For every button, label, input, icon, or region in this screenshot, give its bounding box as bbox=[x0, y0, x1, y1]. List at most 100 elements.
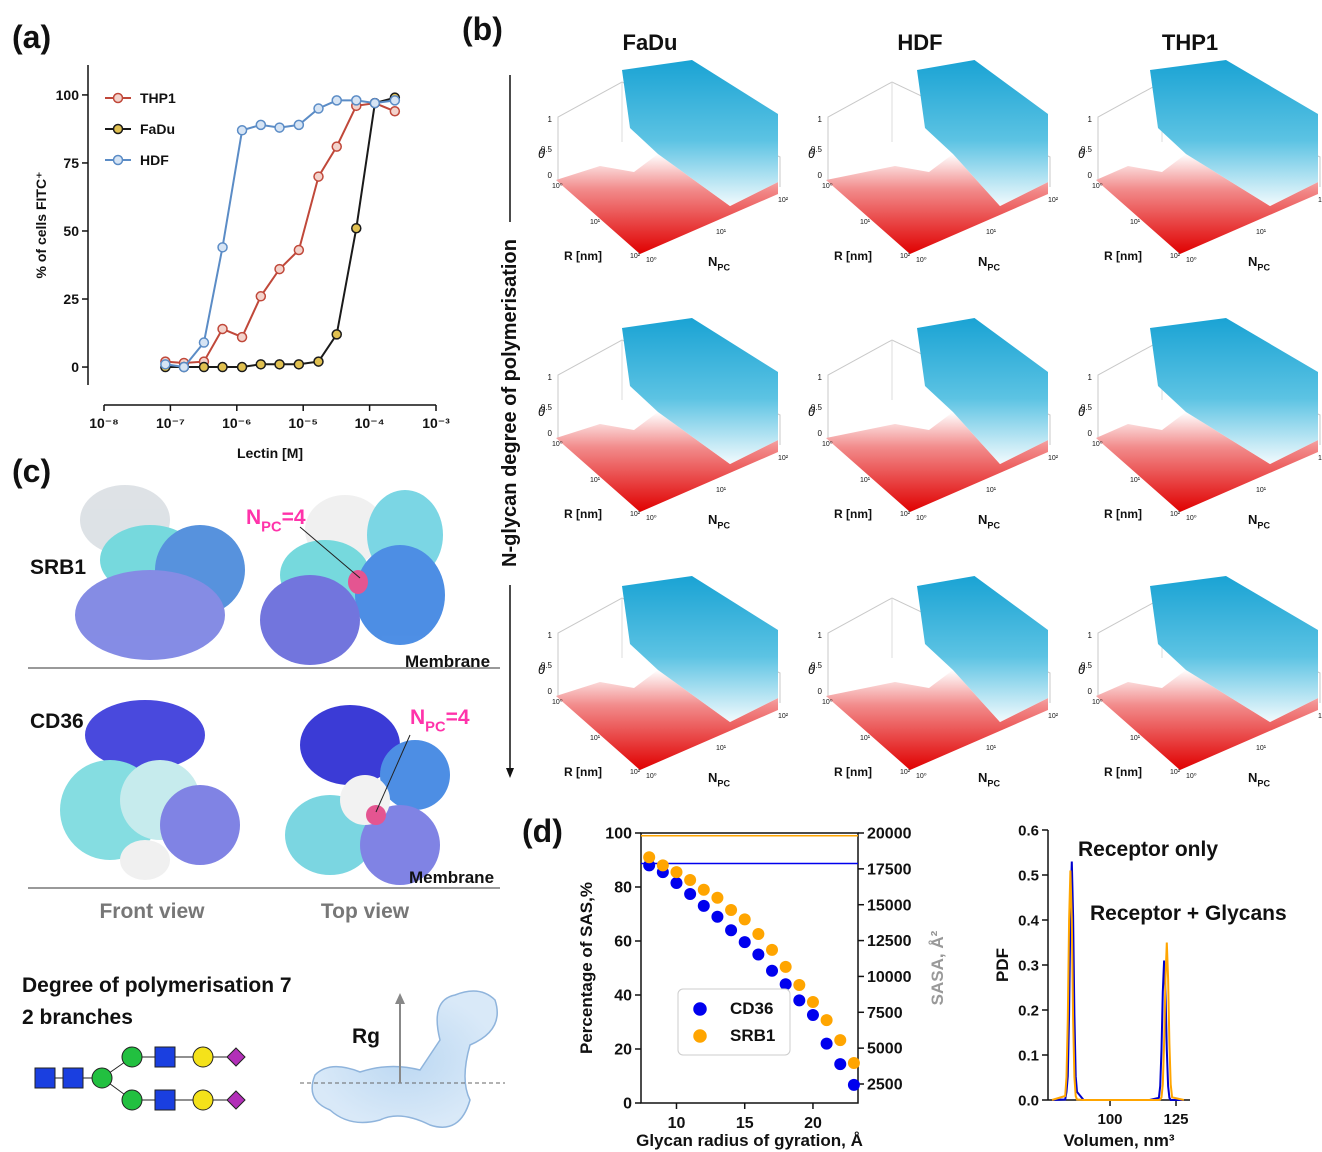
r-tick-label: 10² bbox=[900, 511, 911, 518]
n-tick-label: 10² bbox=[1318, 197, 1322, 204]
x-axis-label: Lectin [M] bbox=[237, 445, 303, 461]
n-label-sub: PC bbox=[717, 521, 730, 531]
data-point bbox=[238, 363, 247, 372]
x-tick-label: 10⁻⁶ bbox=[222, 415, 251, 431]
r-tick-label: 10¹ bbox=[1130, 219, 1141, 226]
y-tick-label: 60 bbox=[614, 934, 632, 951]
data-point bbox=[294, 120, 303, 129]
n-tick-label: 10¹ bbox=[716, 487, 727, 494]
data-point bbox=[821, 1014, 833, 1026]
z-tick-label: 0 bbox=[1088, 171, 1093, 180]
n-tick-label: 10¹ bbox=[986, 745, 997, 752]
data-point bbox=[780, 978, 792, 990]
data-point bbox=[752, 949, 764, 961]
n-tick-label: 10² bbox=[1048, 713, 1059, 720]
r-tick-label: 10⁰ bbox=[1092, 182, 1103, 190]
n-tick-label: 10² bbox=[778, 455, 789, 462]
r-tick-label: 10⁰ bbox=[1092, 440, 1103, 448]
srb1-front bbox=[75, 485, 245, 660]
data-point bbox=[294, 360, 303, 369]
z-tick-label: 1 bbox=[1088, 631, 1093, 640]
n-label-main: N bbox=[1248, 254, 1257, 269]
data-point bbox=[332, 330, 341, 339]
data-point bbox=[711, 892, 723, 904]
n-label-main: N bbox=[978, 770, 987, 785]
column-title: FaDu bbox=[623, 30, 678, 55]
x-tick-label: 15 bbox=[736, 1115, 754, 1132]
n-label-sub: PC bbox=[717, 263, 730, 273]
r-tick-label: 10² bbox=[630, 253, 641, 260]
data-point bbox=[698, 900, 710, 912]
column-title: HDF bbox=[897, 30, 942, 55]
z-tick-label: 0.5 bbox=[811, 145, 823, 154]
view-label: Top view bbox=[321, 900, 410, 923]
z-tick-label: 0 bbox=[548, 429, 553, 438]
x-axis-label: Glycan radius of gyration, Å bbox=[636, 1131, 863, 1150]
n-tick-label: 10⁰ bbox=[916, 256, 927, 264]
z-tick-label: 0.5 bbox=[1081, 403, 1093, 412]
n-tick-label: 10⁰ bbox=[1186, 772, 1197, 780]
data-point bbox=[370, 99, 379, 108]
data-point bbox=[834, 1058, 846, 1070]
data-point bbox=[766, 965, 778, 977]
z-tick-label: 1 bbox=[818, 631, 823, 640]
r-label: R [nm] bbox=[1104, 507, 1142, 521]
n-tick-label: 10⁰ bbox=[1186, 514, 1197, 522]
z-tick-label: 0 bbox=[548, 687, 553, 696]
n-tick-label: 10⁰ bbox=[916, 514, 927, 522]
y-tick-label: 75 bbox=[63, 155, 79, 171]
data-point bbox=[275, 360, 284, 369]
panel-label: (b) bbox=[462, 11, 503, 47]
z-tick-label: 0.5 bbox=[1081, 145, 1093, 154]
data-point bbox=[780, 961, 792, 973]
y-tick-label: 0.0 bbox=[1018, 1092, 1039, 1109]
n-pc-label-sub: PC bbox=[425, 719, 446, 735]
n-tick-label: 10¹ bbox=[1256, 229, 1267, 236]
y-axis-label: Percentage of SAS,% bbox=[577, 882, 596, 1054]
n-label-sub: PC bbox=[987, 263, 1000, 273]
n-pc-label: NPC=4 bbox=[246, 506, 306, 535]
data-point bbox=[352, 224, 361, 233]
n-label-main: N bbox=[978, 254, 987, 269]
surface-plot: θ10.5010⁰10¹10²10⁰10¹10²R [nm]NPC bbox=[538, 60, 789, 273]
panel-label: (d) bbox=[522, 813, 563, 849]
n-tick-label: 10¹ bbox=[1256, 487, 1267, 494]
r-tick-label: 10² bbox=[1170, 511, 1181, 518]
y-tick-label: 0 bbox=[623, 1096, 632, 1113]
data-point bbox=[766, 944, 778, 956]
r-tick-label: 10¹ bbox=[1130, 477, 1141, 484]
data-point bbox=[218, 363, 227, 372]
data-point bbox=[725, 904, 737, 916]
legend-marker bbox=[694, 1003, 706, 1015]
data-point bbox=[314, 357, 323, 366]
data-point bbox=[218, 243, 227, 252]
n-tick-label: 10¹ bbox=[986, 229, 997, 236]
n-pc-label-suffix: =4 bbox=[282, 506, 306, 529]
n-label-sub: PC bbox=[1257, 521, 1270, 531]
r-tick-label: 10⁰ bbox=[822, 440, 833, 448]
z-tick-label: 1 bbox=[548, 631, 553, 640]
x-tick-label: 10 bbox=[668, 1115, 686, 1132]
n-label-main: N bbox=[708, 512, 717, 527]
y-tick-label: 100 bbox=[56, 87, 80, 103]
y-tick-label: 0.3 bbox=[1018, 957, 1039, 974]
z-tick-label: 0 bbox=[818, 171, 823, 180]
data-point bbox=[218, 324, 227, 333]
data-point bbox=[684, 888, 696, 900]
n-label: NPC bbox=[708, 512, 730, 531]
n-label-main: N bbox=[978, 512, 987, 527]
x-tick-label: 10⁻⁷ bbox=[156, 415, 185, 431]
series-line bbox=[165, 98, 394, 367]
row-arrow-head bbox=[506, 768, 514, 778]
surface-plot: θ10.5010⁰10¹10²10⁰10¹10²R [nm]NPC bbox=[1078, 576, 1322, 789]
n-label-sub: PC bbox=[1257, 263, 1270, 273]
r-tick-label: 10¹ bbox=[860, 735, 871, 742]
y2-tick-label: 10000 bbox=[867, 969, 912, 986]
r-tick-label: 10⁰ bbox=[1092, 698, 1103, 706]
legend-label: THP1 bbox=[140, 90, 176, 106]
receptor-label: CD36 bbox=[30, 710, 84, 733]
surface-plot: θ10.5010⁰10¹10²10⁰10¹10²R [nm]NPC bbox=[1078, 318, 1322, 531]
annotation: Receptor + Glycans bbox=[1090, 902, 1287, 925]
data-point bbox=[684, 874, 696, 886]
